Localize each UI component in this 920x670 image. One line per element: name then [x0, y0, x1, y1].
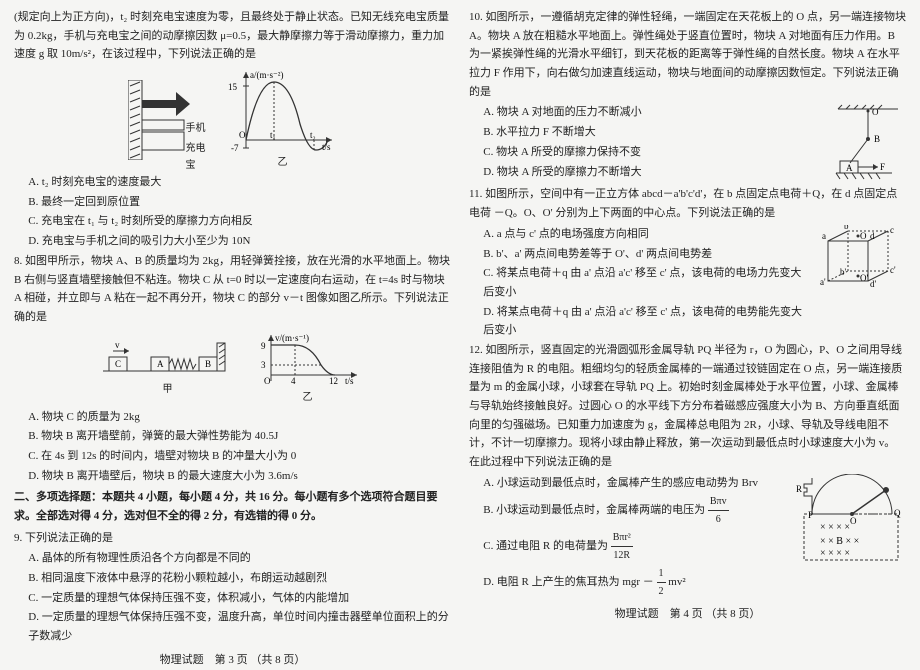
svg-text:t/s: t/s	[345, 376, 354, 386]
q12d-suf: mv²	[668, 576, 685, 588]
phone-label: 手机	[186, 120, 206, 137]
q9-opt-c: C. 一定质量的理想气体保持压强不变，体积减小，气体的内能增加	[14, 589, 451, 608]
section-2-head: 二、多项选择题：本题共 4 小题，每小题 4 分，共 16 分。每小题有多个选项…	[14, 488, 451, 525]
svg-text:d': d'	[870, 279, 877, 289]
svg-text:15: 15	[228, 82, 238, 92]
q12b-num: Bπv	[708, 493, 729, 511]
svg-text:a/(m·s⁻²): a/(m·s⁻²)	[250, 70, 283, 80]
svg-text:O': O'	[860, 273, 868, 283]
q9-stem: 9. 下列说法正确的是	[14, 529, 451, 548]
charger-label: 充电宝	[186, 140, 208, 174]
q12c-den: 12R	[611, 547, 633, 564]
q8-fig-graph: 9 3 O 4 12 t/s v/(m·s⁻¹) 乙	[253, 331, 363, 406]
svg-text:B: B	[874, 134, 880, 144]
q8-figures: C v A B 甲	[14, 331, 451, 406]
q12-figure: × × × × × × B × × × × × × P Q O R	[796, 474, 906, 570]
q7-opt-c: C. 充电宝在 t₁ 与 t₂ 时刻所受的摩擦力方向相反	[14, 212, 451, 231]
svg-text:B: B	[205, 359, 211, 369]
q10-block: 10. 如图所示，一遵循胡克定律的弹性轻绳，一端固定在天花板上的 O 点，另一端…	[469, 8, 906, 185]
q12d-den: 2	[657, 583, 666, 600]
svg-text:C: C	[115, 359, 121, 369]
q11-figure: a d b c a' d' b' c' O O'	[810, 225, 906, 315]
q8-cap2: 乙	[303, 389, 313, 406]
svg-text:b: b	[844, 225, 849, 231]
q10-stem: 10. 如图所示，一遵循胡克定律的弹性轻绳，一端固定在天花板上的 O 点，另一端…	[469, 8, 906, 101]
q8-opt-b: B. 物块 B 离开墙壁前，弹簧的最大弹性势能为 40.5J	[14, 427, 451, 446]
svg-text:b': b'	[840, 267, 847, 277]
svg-text:O: O	[264, 376, 271, 386]
q7-opt-d: D. 充电宝与手机之间的吸引力大小至少为 10N	[14, 232, 451, 251]
q10-figure: O B A F	[830, 103, 906, 183]
svg-text:12: 12	[329, 376, 338, 386]
svg-text:× × B × ×: × × B × ×	[820, 536, 859, 547]
q11-stem: 11. 如图所示，空间中有一正立方体 abcd－a'b'c'd'，在 b 点固定…	[469, 185, 906, 222]
q12-opt-d: D. 电阻 R 上产生的焦耳热为 mgr － 1 2 mv²	[469, 565, 906, 600]
svg-text:t₁: t₁	[270, 130, 276, 140]
q12d-pre: D. 电阻 R 上产生的焦耳热为 mgr －	[483, 576, 656, 588]
svg-text:3: 3	[261, 360, 266, 370]
svg-text:O: O	[239, 130, 246, 140]
page-4-content: 10. 如图所示，一遵循胡克定律的弹性轻绳，一端固定在天花板上的 O 点，另一端…	[469, 8, 906, 601]
q8-opt-a: A. 物块 C 的质量为 2kg	[14, 408, 451, 427]
q12b-pre: B. 小球运动到最低点时，金属棒两端的电压为	[483, 504, 708, 516]
q8-cap1: 甲	[163, 381, 173, 398]
page-3-footer: 物理试题 第 3 页 （共 8 页）	[14, 651, 451, 670]
q7-fig-cap: 乙	[278, 154, 288, 171]
q9-opt-b: B. 相同温度下液体中悬浮的花粉小颗粒越小，布朗运动越剧烈	[14, 569, 451, 588]
q8-opt-c: C. 在 4s 到 12s 的时间内，墙壁对物块 B 的冲量大小为 0	[14, 447, 451, 466]
page-4: 10. 如图所示，一遵循胡克定律的弹性轻绳，一端固定在天花板上的 O 点，另一端…	[469, 8, 906, 610]
svg-text:-7: -7	[231, 143, 239, 152]
q9-opt-d: D. 一定质量的理想气体保持压强不变，温度升高，单位时间内撞击器壁单位面积上的分…	[14, 608, 451, 645]
q8-fig-setup: C v A B 甲	[103, 339, 233, 398]
q8-opt-d: D. 物块 B 离开墙壁后，物块 B 的最大速度大小为 3.6m/s	[14, 467, 451, 486]
svg-text:c': c'	[890, 265, 896, 275]
svg-text:t/s: t/s	[322, 142, 331, 152]
svg-text:F: F	[880, 162, 885, 172]
svg-text:A: A	[157, 359, 164, 369]
svg-text:× × × ×: × × × ×	[820, 522, 850, 533]
svg-text:× × × ×: × × × ×	[820, 548, 850, 559]
q7-opt-b: B. 最终一定回到原位置	[14, 193, 451, 212]
svg-text:R: R	[796, 484, 802, 494]
q12b-den: 6	[708, 511, 729, 528]
svg-text:d: d	[870, 231, 875, 241]
q7-fig-graph: 15 -7 O t₁ t₂ t/s a/(m·s⁻²) 乙	[228, 68, 338, 171]
q7-opt-a: A. t₂ 时刻充电宝的速度最大	[14, 173, 451, 192]
q7-stem: (规定向上为正方向)，t₂ 时刻充电宝速度为零，且最终处于静止状态。已知无线充电…	[14, 8, 451, 64]
svg-text:9: 9	[261, 341, 266, 351]
svg-text:O: O	[850, 516, 857, 526]
q11-block: 11. 如图所示，空间中有一正立方体 abcd－a'b'c'd'，在 b 点固定…	[469, 185, 906, 341]
q7-fig-device: 手机 充电宝	[128, 80, 208, 160]
svg-text:a: a	[822, 231, 826, 241]
svg-text:O: O	[860, 231, 867, 241]
q12d-num: 1	[657, 565, 666, 583]
page-3-content: (规定向上为正方向)，t₂ 时刻充电宝速度为零，且最终处于静止状态。已知无线充电…	[14, 8, 451, 647]
svg-text:Q: Q	[894, 508, 901, 518]
svg-text:a': a'	[820, 277, 826, 287]
svg-text:v: v	[115, 340, 120, 350]
page-3: (规定向上为正方向)，t₂ 时刻充电宝速度为零，且最终处于静止状态。已知无线充电…	[14, 8, 451, 610]
svg-text:c: c	[890, 225, 894, 235]
q12c-num: Bπr²	[611, 529, 633, 547]
svg-text:A: A	[846, 163, 853, 173]
svg-text:P: P	[808, 510, 813, 520]
q9-opt-a: A. 晶体的所有物理性质沿各个方向都是不同的	[14, 549, 451, 568]
q12-stem: 12. 如图所示，竖直固定的光滑圆弧形金属导轨 PQ 半径为 r，O 为圆心，P…	[469, 341, 906, 472]
svg-text:4: 4	[291, 376, 296, 386]
page-4-footer: 物理试题 第 4 页 （共 8 页）	[469, 605, 906, 624]
svg-text:v/(m·s⁻¹): v/(m·s⁻¹)	[275, 333, 309, 343]
q8-stem: 8. 如图甲所示，物块 A、B 的质量均为 2kg，用轻弹簧拴接，放在光滑的水平…	[14, 252, 451, 327]
q12-block: 12. 如图所示，竖直固定的光滑圆弧形金属导轨 PQ 半径为 r，O 为圆心，P…	[469, 341, 906, 602]
svg-text:t₂: t₂	[310, 130, 316, 140]
q7-figures: 手机 充电宝 15 -7 O t₁	[14, 68, 451, 171]
svg-text:O: O	[872, 107, 879, 117]
q12c-pre: C. 通过电阻 R 的电荷量为	[483, 540, 610, 552]
